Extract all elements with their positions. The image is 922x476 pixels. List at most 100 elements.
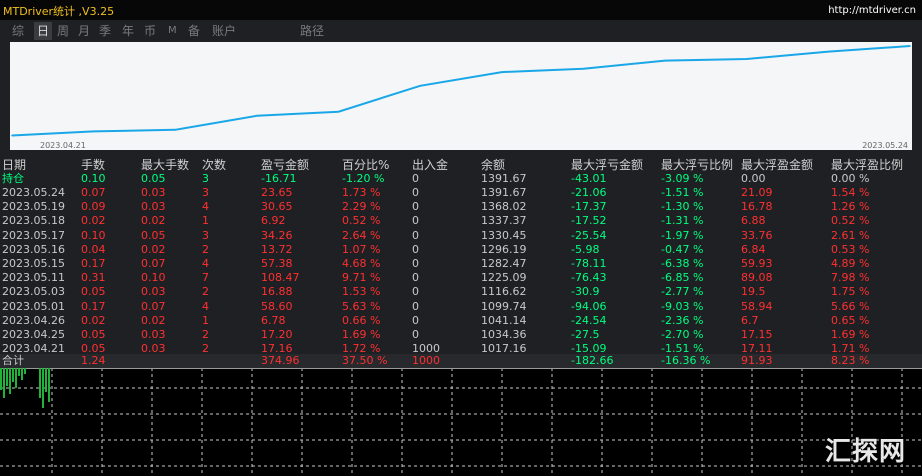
total-cell: 91.93	[741, 354, 773, 367]
table-cell: 1034.36	[481, 328, 527, 341]
table-cell: 1116.62	[481, 285, 527, 299]
table-cell: 2023.04.21	[2, 342, 65, 356]
tab-5[interactable]: 年	[122, 24, 135, 38]
table-cell: 1368.02	[481, 200, 527, 214]
indicator-grid	[0, 368, 922, 476]
tab-6[interactable]: 币	[144, 24, 157, 38]
tab-4[interactable]: 季	[99, 24, 112, 38]
table-cell: 21.09	[741, 186, 773, 199]
table-cell: -6.85 %	[661, 271, 704, 285]
table-cell: 17.15	[741, 328, 773, 341]
table-cell: 13.72	[261, 242, 293, 256]
column-header: 最大手数	[141, 158, 190, 172]
table-cell: 0.03	[141, 200, 166, 214]
current-cell: 0.05	[141, 172, 166, 185]
tab-2[interactable]: 周	[57, 24, 70, 38]
table-cell: 0.03	[141, 186, 166, 199]
equity-point-2	[174, 128, 177, 131]
app-title: MTDriver统计 ,V3.25	[3, 5, 115, 18]
table-cell: 6.7	[741, 313, 759, 327]
table-cell: 2023.05.24	[2, 186, 65, 199]
total-cell: -182.66	[571, 354, 614, 367]
tab-8[interactable]: 备	[188, 24, 201, 38]
table-cell: 0	[412, 242, 419, 256]
tab-7[interactable]: M	[168, 25, 177, 36]
table-cell: 0	[412, 228, 419, 242]
total-cell: -16.36 %	[661, 354, 711, 367]
site-link[interactable]: http://mtdriver.cn	[828, 5, 916, 16]
table-cell: 1.69 %	[342, 328, 381, 341]
column-header: 出入金	[412, 158, 449, 172]
total-row: 合计 1.24 374.96 37.50 % 1000 -182.66 -16.36 % 91…	[0, 354, 922, 368]
table-cell: 0.17	[81, 299, 106, 313]
table-cell: 1099.74	[481, 299, 527, 313]
table-cell: -21.06	[571, 186, 607, 199]
current-cell: -16.71	[261, 172, 297, 185]
table-cell: 1.07 %	[342, 242, 381, 256]
table-cell: 6.92	[261, 214, 286, 228]
table-cell: 0.10	[81, 228, 106, 242]
equity-point-9	[745, 58, 748, 60]
title-bar: MTDriver统计 ,V3.25 http://mtdriver.cn	[0, 0, 922, 20]
table-cell: -1.97 %	[661, 228, 704, 242]
x-start-label: 2023.04.21	[40, 141, 86, 150]
table-cell: -1.51 %	[661, 186, 704, 199]
table-cell: 0.03	[141, 285, 166, 299]
current-cell: 0.10	[81, 172, 106, 185]
tab-3[interactable]: 月	[78, 24, 91, 38]
table-cell: 1282.47	[481, 257, 527, 270]
current-cell: -43.01	[571, 172, 607, 185]
table-cell: 0.03	[141, 342, 166, 356]
table-cell: 1000	[412, 342, 440, 356]
table-cell: 0	[412, 186, 419, 199]
period-tabs: 综日周月季年币 M 备账户 路径	[0, 22, 400, 40]
table-cell: 4.68 %	[342, 257, 381, 270]
current-cell: 0	[412, 172, 419, 185]
current-cell: -3.09 %	[661, 172, 704, 185]
table-cell: 2023.05.18	[2, 214, 65, 228]
table-cell: 7	[202, 271, 209, 285]
table-row: 2023.05.11 0.31 0.10 7 108.47 9.71 % 0 1225.09 -…	[0, 271, 922, 285]
equity-line	[11, 45, 911, 137]
tab-9[interactable]: 账户	[212, 24, 237, 38]
table-cell: 0	[412, 271, 419, 285]
column-header: 次数	[202, 158, 227, 172]
equity-chart-svg: 2023.04.21 2023.05.24	[11, 45, 911, 150]
table-cell: 1.73 %	[342, 186, 381, 199]
watermark-logo: 汇探网	[824, 437, 906, 467]
table-cell: 2.29 %	[342, 200, 381, 214]
table-cell: 0	[412, 257, 419, 270]
table-cell: 23.65	[261, 186, 293, 199]
tab-1[interactable]: 日	[34, 22, 53, 40]
table-cell: 1.72 %	[342, 342, 381, 356]
table-cell: 0.31	[81, 271, 106, 285]
table-header: 日期 手数 最大手数 次数 盈亏金额 百分比% 出入金 余额 最大浮亏金额 最大浮亏比例 最大浮盈金…	[0, 158, 922, 172]
table-cell: 2	[202, 242, 209, 256]
table-cell: 0.17	[81, 257, 106, 270]
table-cell: 0.04	[81, 242, 106, 256]
table-cell: -76.43	[571, 271, 607, 285]
column-header: 余额	[481, 158, 506, 172]
total-label: 合计	[2, 354, 24, 367]
table-cell: 16.78	[741, 200, 773, 214]
table-cell: 2	[202, 328, 209, 341]
table-cell: 0	[412, 285, 419, 299]
table-cell: 6.88	[741, 214, 766, 228]
column-header: 手数	[81, 158, 106, 172]
table-cell: 2023.04.25	[2, 328, 65, 341]
tab-0[interactable]: 综	[12, 24, 25, 38]
table-cell: -17.52	[571, 214, 607, 228]
table-cell: 4	[202, 299, 209, 313]
table-cell: 89.08	[741, 271, 773, 285]
table-cell: 1296.19	[481, 242, 527, 256]
tab-10[interactable]: 路径	[300, 24, 325, 38]
table-cell: 1.75 %	[831, 285, 870, 299]
table-cell: 1	[202, 313, 209, 327]
table-cell: 57.38	[261, 257, 293, 270]
table-row: 2023.05.24 0.07 0.03 3 23.65 1.73 % 0 1391.67 -2…	[0, 186, 922, 200]
table-cell: -17.37	[571, 200, 607, 214]
table-cell: -5.98	[571, 242, 600, 256]
table-cell: 17.20	[261, 328, 293, 341]
table-cell: -1.51 %	[661, 342, 704, 356]
table-cell: 0.05	[81, 328, 106, 341]
